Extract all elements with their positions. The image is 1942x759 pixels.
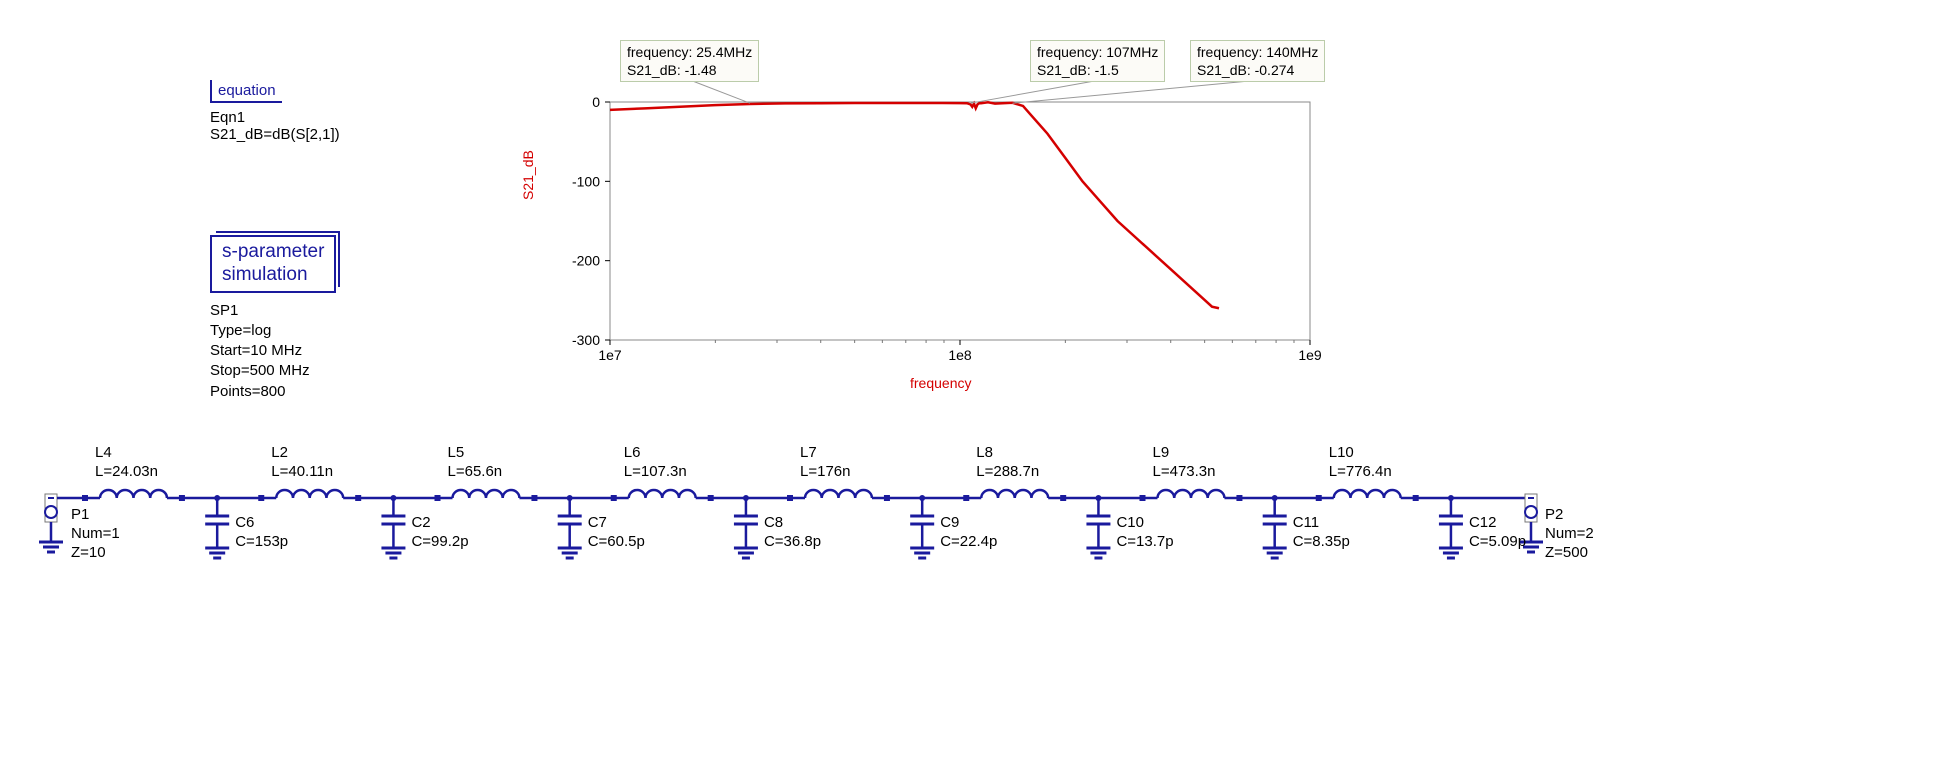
port2-label: P2Num=2Z=500 [1545,506,1594,562]
inductor-label: L2L=40.11n [271,444,333,482]
sparam-points: Points=800 [210,382,336,402]
chart-marker: frequency: 25.4MHzS21_dB: -1.48 [620,40,759,82]
inductor-label: L8L=288.7n [976,444,1039,482]
capacitor-label: C8C=36.8p [764,514,821,552]
s21-chart: frequency: 25.4MHzS21_dB: -1.48 frequency… [530,40,1340,370]
equation-heading: equation [210,80,282,103]
svg-text:-100: -100 [572,173,600,189]
svg-text:1e8: 1e8 [948,347,972,363]
sparam-block: s-parameter simulation SP1 Type=log Star… [210,235,336,402]
equation-block: equation Eqn1 S21_dB=dB(S[2,1]) [210,80,340,143]
x-axis-label: frequency [910,375,971,391]
sparam-start: Start=10 MHz [210,341,336,361]
schematic: L4L=24.03n L2L=40.11n L5L=65.6n L6L=107.3n L… [25,440,1905,620]
svg-text:1e7: 1e7 [598,347,622,363]
chart-marker: frequency: 107MHzS21_dB: -1.5 [1030,40,1165,82]
inductor-label: L6L=107.3n [624,444,687,482]
capacitor-label: C2C=99.2p [411,514,468,552]
inductor-label: L7L=176n [800,444,850,482]
capacitor-label: C7C=60.5p [588,514,645,552]
sparam-stop: Stop=500 MHz [210,361,336,381]
equation-expr: S21_dB=dB(S[2,1]) [210,126,340,143]
equation-name: Eqn1 [210,109,340,126]
capacitor-label: C9C=22.4p [940,514,997,552]
inductor-label: L9L=473.3n [1153,444,1216,482]
inductor-label: L5L=65.6n [448,444,503,482]
capacitor-label: C12C=5.09p [1469,514,1526,552]
svg-text:-200: -200 [572,253,600,269]
sparam-type: Type=log [210,321,336,341]
y-axis-label: S21_dB [520,150,536,200]
inductor-label: L10L=776.4n [1329,444,1392,482]
capacitor-label: C10C=13.7p [1116,514,1173,552]
svg-text:0: 0 [592,94,600,110]
capacitor-label: C6C=153p [235,514,288,552]
port1-label: P1Num=1Z=10 [71,506,120,562]
chart-marker: frequency: 140MHzS21_dB: -0.274 [1190,40,1325,82]
svg-text:1e9: 1e9 [1298,347,1322,363]
inductor-label: L4L=24.03n [95,444,158,482]
plot-canvas: 0 -100 -200 -3001e7 1e8 1e9 [530,40,1330,370]
sparam-box: s-parameter simulation [210,235,336,293]
svg-text:-300: -300 [572,332,600,348]
sparam-name: SP1 [210,301,336,321]
capacitor-label: C11C=8.35p [1293,514,1350,552]
